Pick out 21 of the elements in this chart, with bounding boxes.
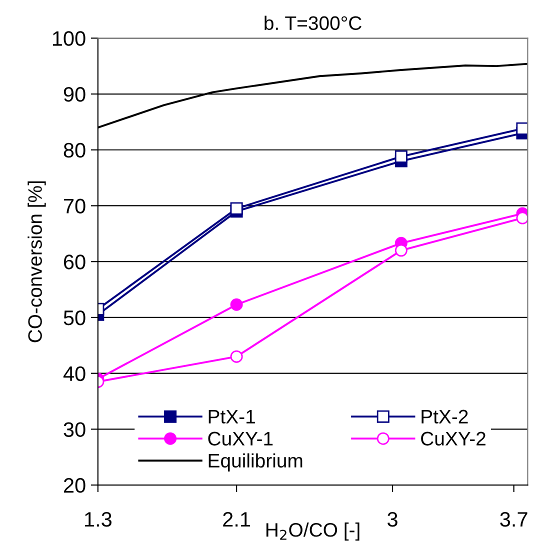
y-tick-label: 100 [52,31,86,46]
x-tick-label: 3.7 [500,512,528,527]
legend-label: Equilibrium [208,453,302,472]
y-tick-label: 80 [64,142,86,158]
legend-label: CuXY-1 [208,432,273,446]
x-tick-label: 3 [388,512,398,527]
y-tick-label: 60 [64,254,86,270]
y-tick-label: 70 [64,198,86,214]
legend-label: PtX-1 [208,410,255,424]
y-axis-title: CO-conversion [%] [28,181,46,342]
x-tick-label: 2.1 [223,512,250,527]
y-tick-label: 30 [64,422,86,437]
legend-label: CuXY-2 [421,432,486,446]
x-axis-title: H$_{2}$O/CO [-] [266,522,360,541]
y-tick-label: 90 [64,87,86,102]
y-tick-label: 50 [64,310,86,326]
y-tick-label: 20 [64,478,86,493]
legend-label: PtX-2 [422,410,468,424]
y-tick-label: 40 [63,366,86,382]
chart-title: b. T=300°C [264,16,362,30]
x-tick-label: 1.3 [85,512,112,527]
